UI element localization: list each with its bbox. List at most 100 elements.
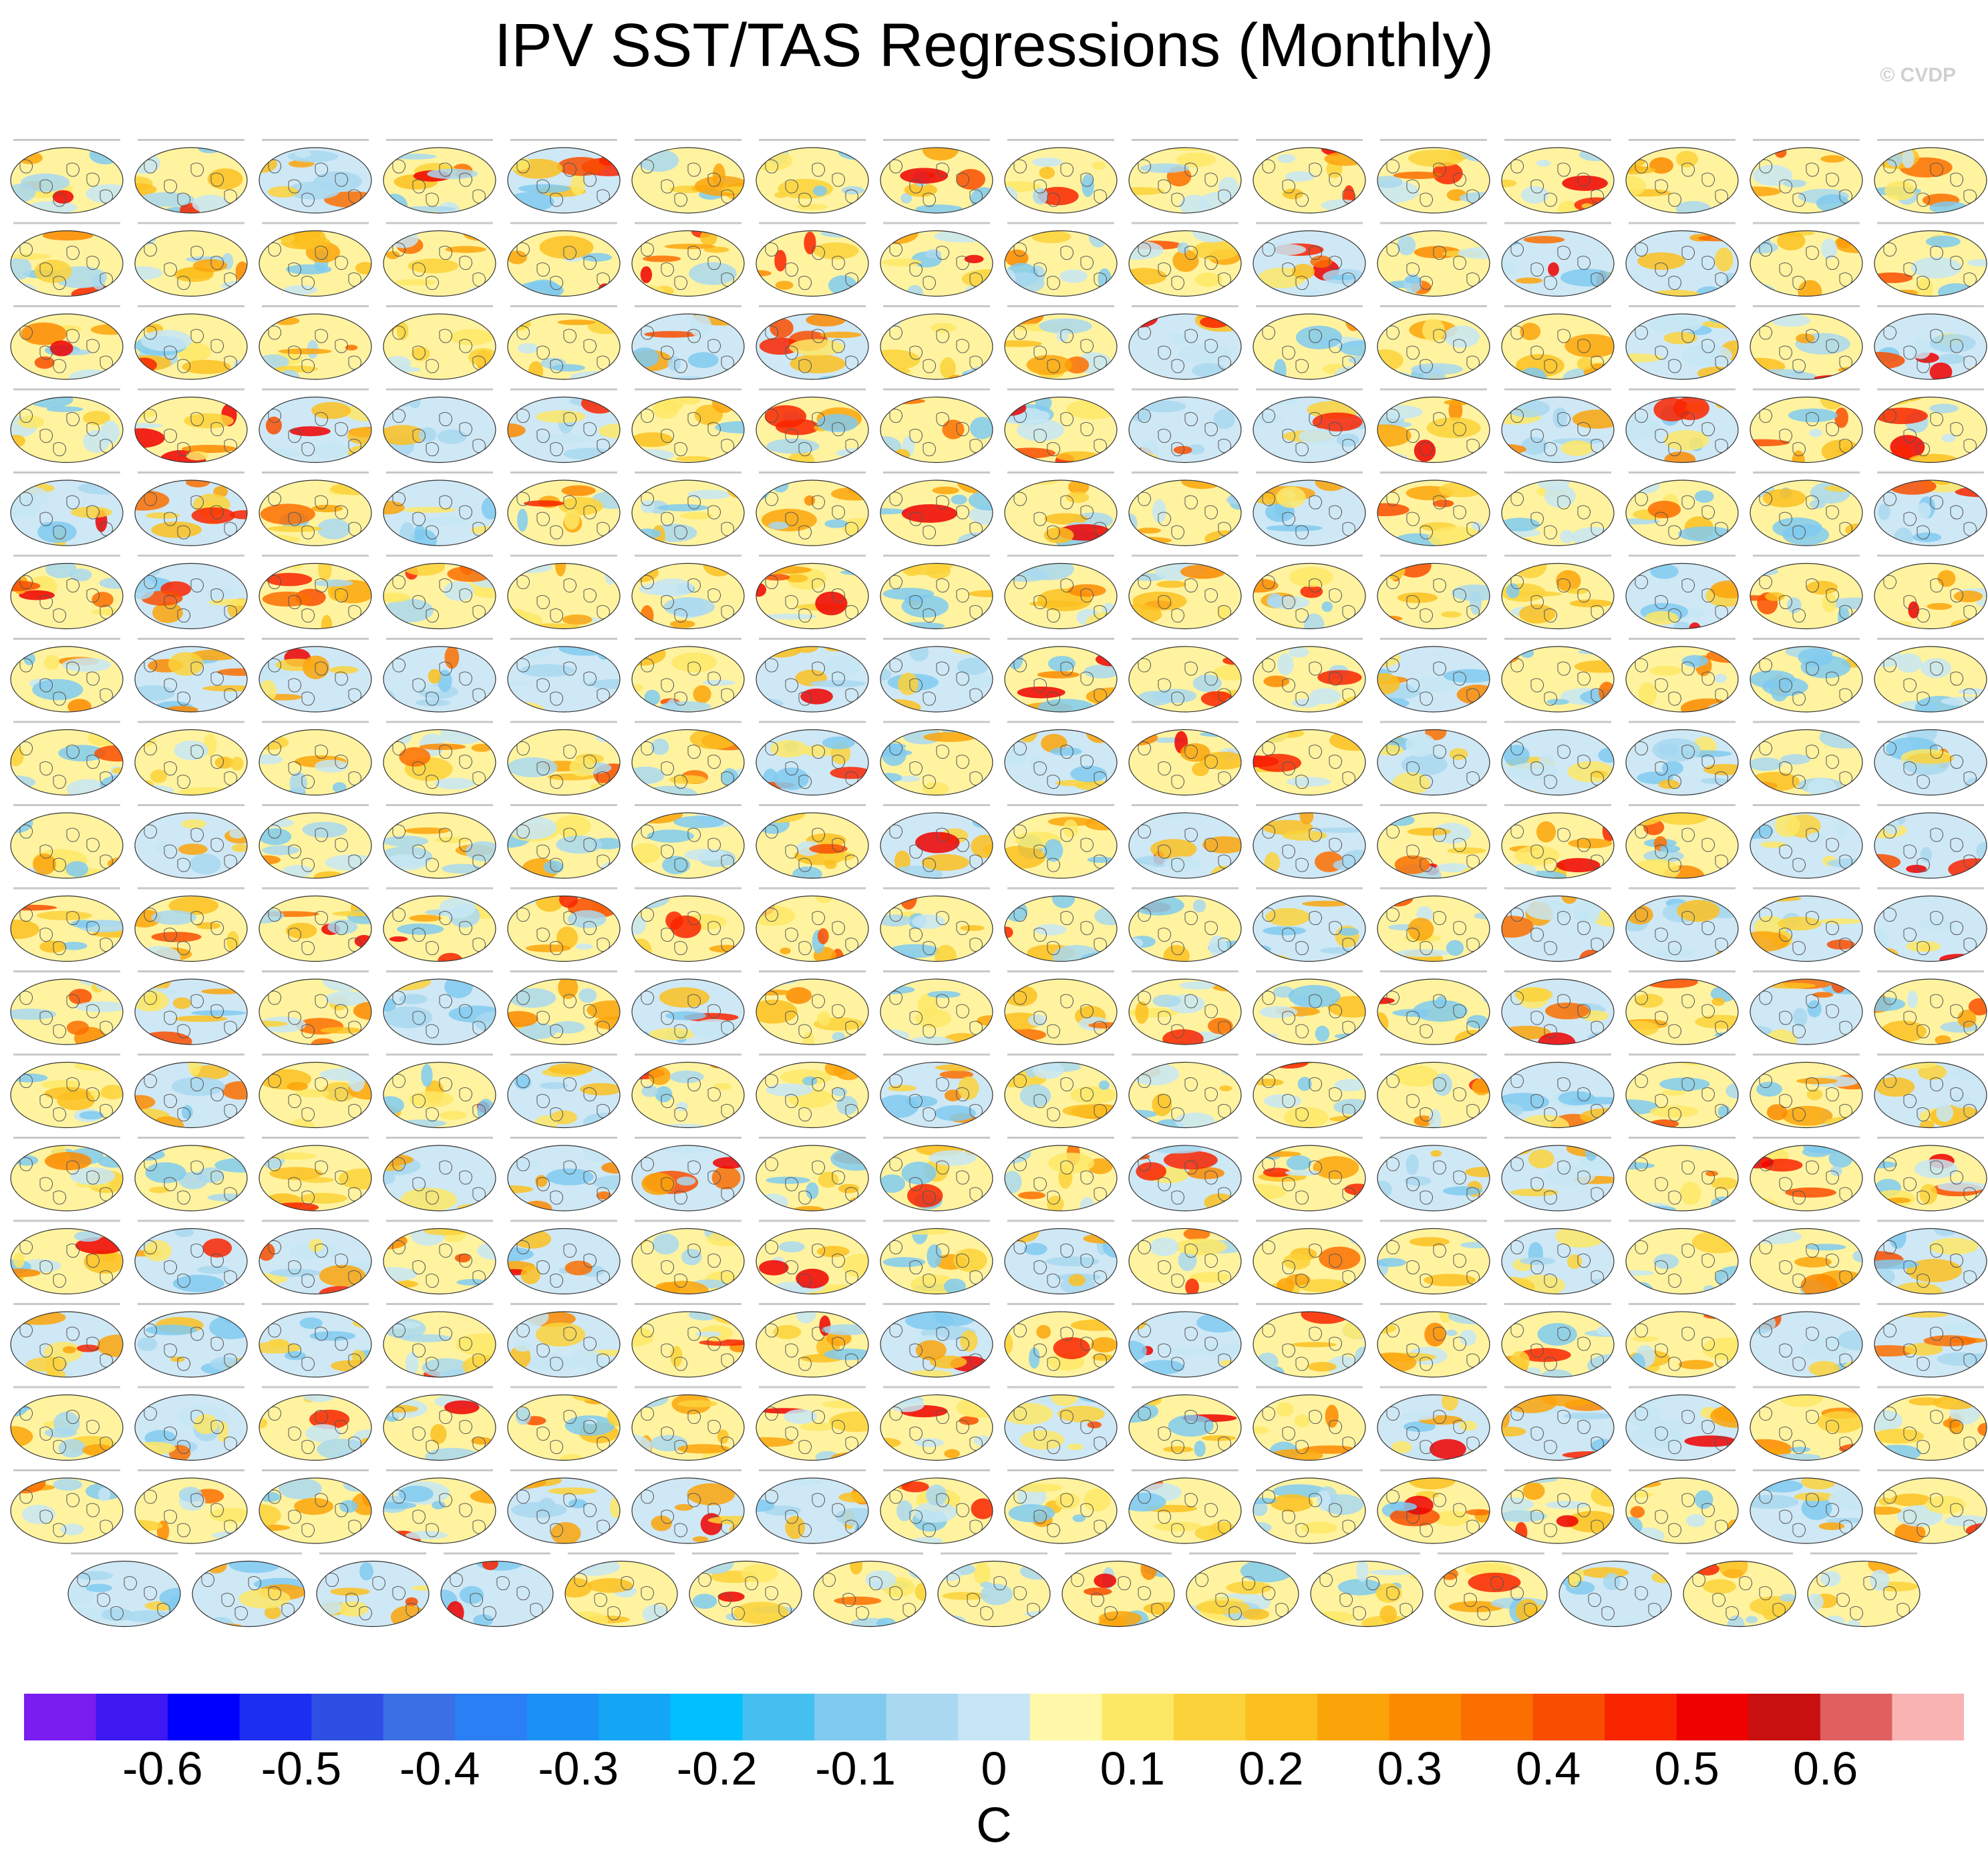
panel-header bbox=[883, 1386, 990, 1388]
colorbar-tick-label: 0.5 bbox=[1654, 1742, 1719, 1795]
map-panel bbox=[880, 1386, 993, 1461]
map-panel bbox=[880, 1137, 993, 1211]
panel-header bbox=[759, 305, 866, 307]
map-panel bbox=[1128, 1137, 1242, 1211]
panel-header bbox=[138, 970, 244, 972]
map-panel bbox=[259, 1220, 372, 1295]
panel-header bbox=[1504, 970, 1611, 972]
panel-header bbox=[138, 554, 244, 557]
map-panel bbox=[1377, 1386, 1490, 1461]
map-panel bbox=[507, 222, 621, 297]
panel-header bbox=[1256, 721, 1363, 723]
map-panel bbox=[1625, 804, 1739, 879]
map-panel bbox=[631, 139, 745, 214]
map-panel bbox=[1625, 1469, 1739, 1544]
map-panel bbox=[880, 1053, 993, 1129]
panel-header bbox=[1007, 638, 1114, 640]
map-panel bbox=[1253, 1137, 1366, 1211]
map-panel bbox=[1501, 554, 1615, 630]
panel-header bbox=[1629, 554, 1735, 557]
map-panel bbox=[259, 1386, 372, 1461]
panel-header bbox=[1256, 1137, 1363, 1139]
panel-header bbox=[883, 638, 990, 640]
map-panel bbox=[1625, 1386, 1739, 1461]
map-panel bbox=[1501, 1220, 1615, 1295]
map-panel bbox=[1128, 305, 1242, 380]
map-panel bbox=[1253, 472, 1366, 546]
panel-header bbox=[1504, 804, 1611, 806]
panel-header bbox=[635, 222, 741, 224]
panel-header bbox=[1380, 472, 1487, 474]
panel-header bbox=[1753, 887, 1860, 890]
map-panel bbox=[1874, 472, 1987, 546]
map-panel bbox=[1377, 1053, 1490, 1129]
panel-header bbox=[635, 305, 741, 307]
map-panel bbox=[1004, 472, 1118, 546]
map-panel bbox=[813, 1552, 927, 1628]
map-panel bbox=[756, 721, 869, 796]
panel-header bbox=[138, 139, 244, 141]
colorbar-tick-label: -0.3 bbox=[538, 1742, 619, 1795]
panel-header bbox=[883, 1137, 990, 1139]
panel-header bbox=[1753, 388, 1860, 391]
colorbar-swatch bbox=[1102, 1694, 1174, 1740]
map-panel bbox=[259, 139, 372, 214]
panel-header bbox=[1132, 1137, 1238, 1139]
panel-header bbox=[1504, 305, 1611, 307]
map-panel bbox=[631, 1220, 745, 1295]
map-panel bbox=[1874, 721, 1987, 796]
map-panel bbox=[507, 1053, 621, 1129]
panel-header bbox=[759, 721, 866, 723]
map-panel bbox=[1625, 305, 1739, 380]
panel-header bbox=[1629, 1137, 1735, 1139]
panel-header bbox=[1629, 804, 1735, 806]
map-panel bbox=[1625, 388, 1739, 463]
colorbar-tick-label: 0.6 bbox=[1792, 1742, 1858, 1795]
panel-header bbox=[1877, 472, 1984, 474]
panel-header bbox=[1132, 721, 1238, 723]
map-panel bbox=[1874, 1469, 1987, 1544]
panel-header bbox=[138, 1386, 244, 1388]
panel-header bbox=[386, 1303, 493, 1305]
map-panel bbox=[383, 1053, 496, 1129]
colorbar-swatch bbox=[1820, 1694, 1893, 1740]
map-panel bbox=[134, 305, 248, 380]
map-panel bbox=[631, 1053, 745, 1129]
map-panel bbox=[1750, 1137, 1863, 1211]
panel-header bbox=[138, 804, 244, 806]
panel-header bbox=[1256, 1220, 1363, 1222]
map-panel bbox=[1750, 721, 1863, 796]
map-panel bbox=[1750, 1469, 1863, 1544]
colorbar-swatch bbox=[1029, 1694, 1102, 1740]
map-panel bbox=[756, 1303, 869, 1378]
panel-header bbox=[692, 1552, 799, 1555]
panel-header bbox=[1504, 554, 1611, 557]
colorbar-tick-label: -0.4 bbox=[399, 1742, 480, 1795]
map-panel bbox=[383, 222, 496, 297]
map-panel bbox=[756, 554, 869, 630]
map-panel bbox=[10, 305, 124, 380]
colorbar-tick-label: 0.1 bbox=[1100, 1742, 1166, 1795]
panel-header bbox=[1504, 139, 1611, 141]
map-panel bbox=[1004, 388, 1118, 463]
panel-header bbox=[1007, 1220, 1114, 1222]
map-panel bbox=[134, 1220, 248, 1295]
map-panel bbox=[134, 721, 248, 796]
colorbar-swatches bbox=[24, 1694, 1964, 1740]
panel-header bbox=[1629, 1053, 1735, 1056]
map-panel bbox=[1377, 638, 1490, 713]
panel-header bbox=[138, 1303, 244, 1305]
map-panel bbox=[1874, 1386, 1987, 1461]
colorbar-swatch bbox=[671, 1694, 743, 1740]
panel-header bbox=[1877, 1137, 1984, 1139]
panel-header bbox=[13, 804, 120, 806]
map-panel bbox=[507, 472, 621, 546]
panel-header bbox=[1007, 1386, 1114, 1388]
colorbar-swatch bbox=[24, 1694, 97, 1740]
map-panel bbox=[631, 388, 745, 463]
panel-header bbox=[759, 887, 866, 890]
panel-header bbox=[1132, 1386, 1238, 1388]
panel-header bbox=[1877, 1386, 1984, 1388]
map-panel bbox=[1004, 638, 1118, 713]
map-panel bbox=[1377, 1469, 1490, 1544]
